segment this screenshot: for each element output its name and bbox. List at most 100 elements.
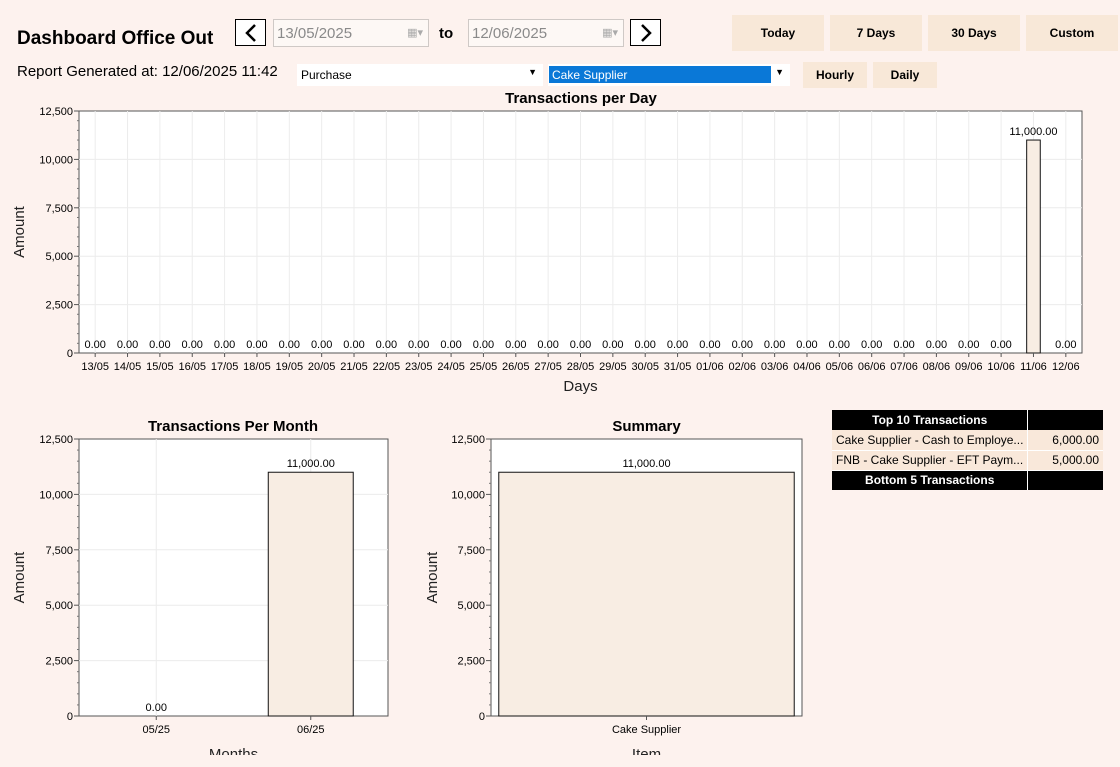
data-label: 0.00 [149,339,170,351]
data-label: 0.00 [732,339,753,351]
data-label: 0.00 [146,702,167,714]
y-axis-title: Amount [11,551,28,604]
y-tick-label: 2,500 [457,656,485,668]
x-tick-label: 10/06 [987,361,1015,373]
thirty-days-button[interactable]: 30 Days [928,15,1020,51]
from-date-picker[interactable]: 13/05/2025 ▦▾ [273,19,429,47]
calendar-dropdown-icon[interactable]: ▦▾ [602,27,618,39]
supplier-select[interactable]: Cake Supplier ▼ [548,64,790,86]
data-label: 0.00 [990,339,1011,351]
top-transactions-header: Top 10 Transactions [832,410,1029,430]
data-label: 0.00 [764,339,785,351]
x-tick-label: 25/05 [470,361,498,373]
y-tick-label: 0 [67,348,73,360]
x-tick-label: 16/05 [178,361,206,373]
x-tick-label: 24/05 [437,361,465,373]
custom-range-button[interactable]: Custom [1026,15,1118,51]
today-button[interactable]: Today [732,15,824,51]
x-tick-label: 18/05 [243,361,271,373]
bottom-transactions-header-blank [1027,470,1103,490]
x-tick-label: 09/06 [955,361,983,373]
x-tick-label: 22/05 [373,361,401,373]
x-tick-label: 21/05 [340,361,368,373]
bottom-transactions-header: Bottom 5 Transactions [832,470,1029,490]
supplier-value: Cake Supplier [552,68,628,82]
to-date-value: 12/06/2025 [472,25,548,42]
data-label: 0.00 [537,339,558,351]
data-label: 0.00 [699,339,720,351]
data-label: 0.00 [311,339,332,351]
y-tick-label: 10,000 [451,489,485,501]
data-label: 0.00 [473,339,494,351]
y-tick-label: 2,500 [45,656,73,668]
x-axis-title: Months [209,746,258,755]
x-tick-label: 05/06 [826,361,854,373]
x-tick-label: 08/06 [923,361,951,373]
x-tick-label: 11/06 [1020,361,1047,373]
y-tick-label: 10,000 [39,489,73,501]
x-tick-label: 13/05 [81,361,109,373]
hourly-button[interactable]: Hourly [803,62,867,88]
y-tick-label: 7,500 [45,545,73,557]
x-tick-label: 02/06 [729,361,757,373]
y-tick-label: 5,000 [457,600,485,612]
report-generated-text: Report Generated at: 12/06/2025 11:42 [17,63,278,80]
transaction-amount: 5,000.00 [1027,450,1103,471]
previous-period-button[interactable] [235,19,266,46]
table-row[interactable]: Cake Supplier - Cash to Employe... 6,000… [832,430,1103,451]
y-tick-label: 12,500 [39,106,73,118]
y-tick-label: 2,500 [45,300,73,312]
next-period-button[interactable] [630,19,661,46]
monthly-transactions-chart: 0 2,500 5,000 7,500 10,000 12,500 0.00 05/25 11,… [11,434,389,755]
x-tick-label: 23/05 [405,361,433,373]
x-tick-label: 05/25 [142,724,170,736]
y-axis-title: Amount [424,551,441,604]
calendar-dropdown-icon[interactable]: ▦▾ [407,27,423,39]
x-tick-label: 28/05 [567,361,595,373]
data-label: 11,000.00 [287,458,335,470]
data-label: 0.00 [634,339,655,351]
monthly-chart-title: Transactions Per Month [147,418,319,435]
x-tick-label: 07/06 [890,361,918,373]
to-label: to [439,25,454,42]
x-axis-title: Item [632,746,661,755]
seven-days-button[interactable]: 7 Days [830,15,922,51]
x-tick-label: 31/05 [664,361,692,373]
data-label: 0.00 [376,339,397,351]
data-label: 11,000.00 [1009,126,1057,138]
selected-highlight [549,66,771,83]
summary-chart: 0 2,500 5,000 7,500 10,000 12,500 11,000.00 Cak… [424,434,803,755]
data-label: 0.00 [84,339,105,351]
y-tick-label: 5,000 [45,600,73,612]
page-title: Dashboard Office Out [17,28,214,49]
data-label: 0.00 [343,339,364,351]
x-axis-title: Days [563,378,597,395]
y-tick-label: 12,500 [39,434,73,446]
bar [498,471,795,717]
data-label: 0.00 [214,339,235,351]
x-tick-label: 15/05 [146,361,174,373]
x-tick-label: 26/05 [502,361,530,373]
x-tick-label: 29/05 [599,361,627,373]
x-tick-label: Cake Supplier [612,724,681,736]
to-date-picker[interactable]: 12/06/2025 ▦▾ [468,19,624,47]
x-tick-label: 19/05 [276,361,304,373]
data-label: 0.00 [279,339,300,351]
transaction-name: Cake Supplier - Cash to Employe... [832,430,1029,451]
transaction-type-value: Purchase [301,68,352,82]
data-label: 0.00 [1055,339,1076,351]
x-tick-label: 14/05 [114,361,142,373]
daily-button[interactable]: Daily [873,62,937,88]
transaction-type-select[interactable]: Purchase ▼ [297,64,543,86]
bar [1026,139,1041,354]
data-label: 0.00 [893,339,914,351]
x-tick-label: 20/05 [308,361,336,373]
x-tick-label: 04/06 [793,361,821,373]
top-transactions-header-blank [1027,410,1103,430]
table-row[interactable]: FNB - Cake Supplier - EFT Paym... 5,000.… [832,450,1103,471]
data-label: 0.00 [926,339,947,351]
data-label: 0.00 [182,339,203,351]
y-tick-label: 0 [479,711,485,723]
data-label: 0.00 [117,339,138,351]
x-tick-label: 30/05 [631,361,659,373]
